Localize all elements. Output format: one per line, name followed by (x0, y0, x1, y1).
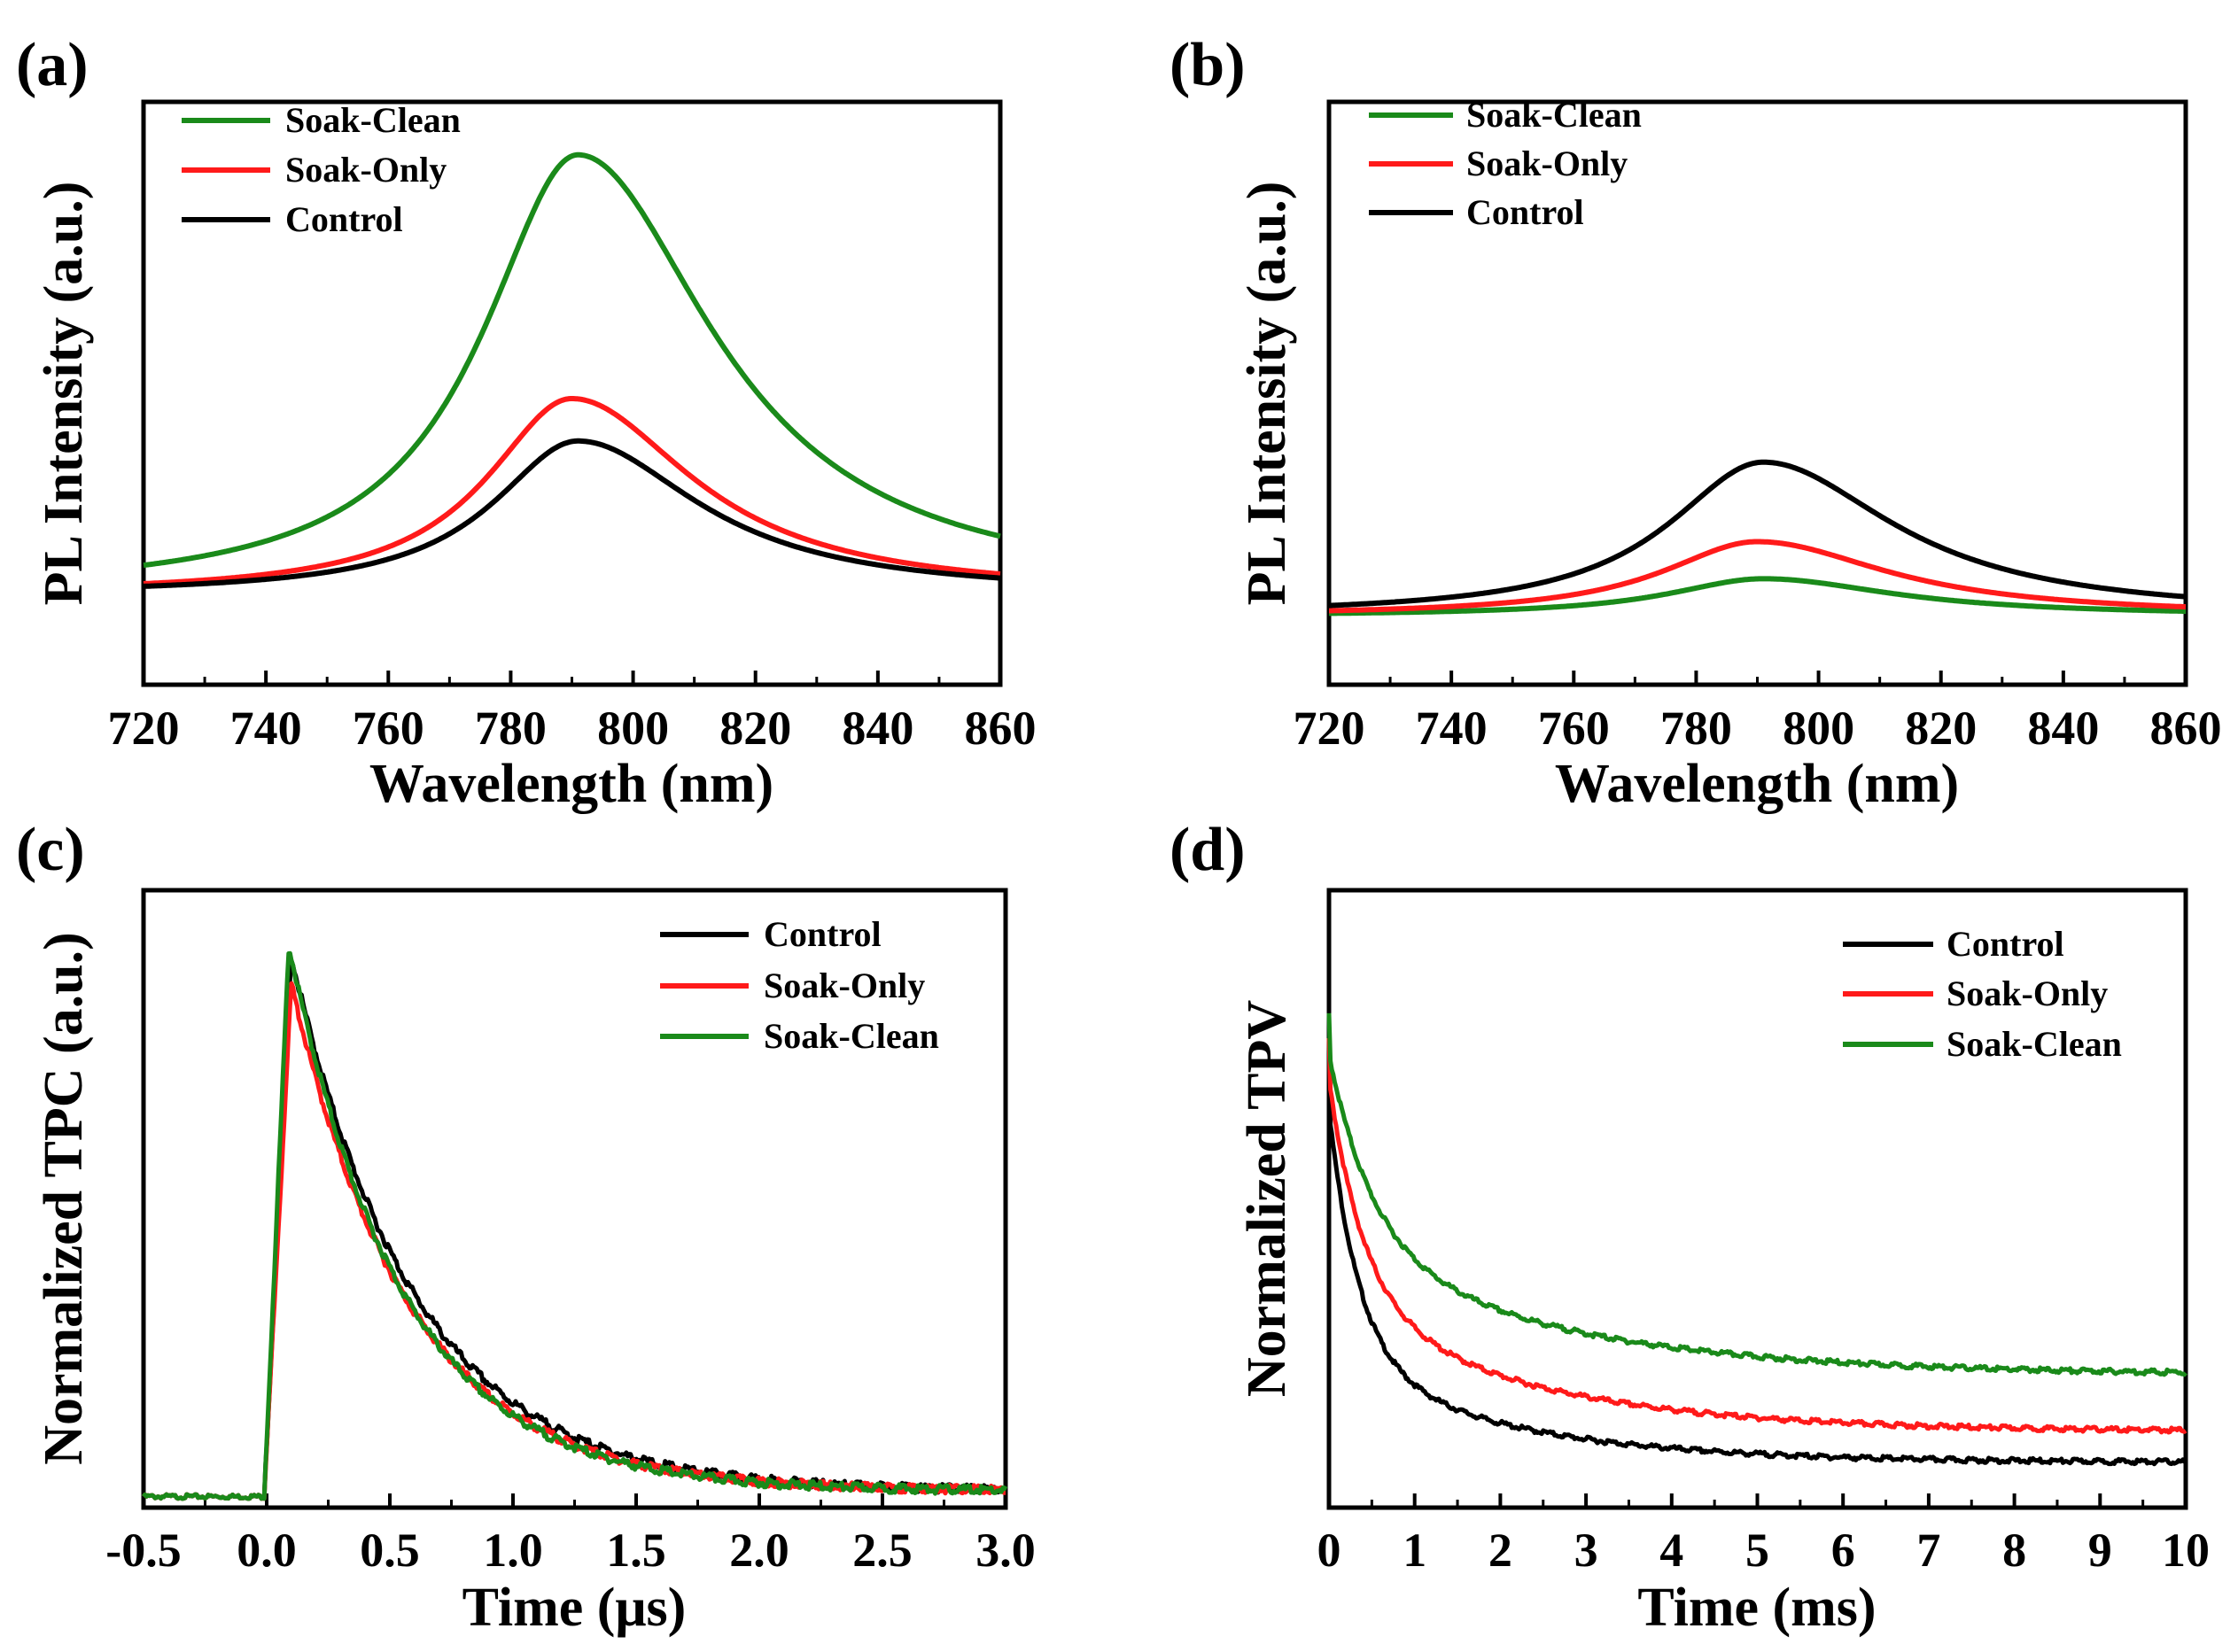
series-line-soak-only (141, 981, 1006, 1501)
x-tick-label: 2.5 (852, 1524, 913, 1577)
x-axis-title-c: Time (μs) (462, 1578, 687, 1638)
x-ticks-d: 0 1 2 3 4 5 6 7 8 9 10 (1317, 1493, 2210, 1577)
legend-label-soak-clean-a: Soak-Clean (285, 100, 461, 140)
x-tick-label: 720 (1294, 702, 1365, 755)
x-tick-label: 800 (597, 702, 669, 755)
series-lines-d (1326, 1012, 2187, 1467)
x-tick-label: 10 (2162, 1524, 2210, 1577)
panel-d: (d) 0 1 2 3 4 5 6 7 8 9 10 Time (ms) Normalized TP… (1170, 816, 2210, 1638)
x-tick-label: 2 (1488, 1524, 1512, 1577)
series-line-soak-clean (141, 950, 1008, 1501)
legend-a: Soak-Clean Soak-Only Control (182, 100, 461, 239)
legend-label-soak-only-c: Soak-Only (764, 966, 925, 1005)
x-tick-label: 1.0 (483, 1524, 543, 1577)
legend-label-soak-only-b: Soak-Only (1466, 143, 1628, 183)
x-ticks-c: -0.5 0.0 0.5 1.0 1.5 2.0 2.5 3.0 (105, 1493, 1036, 1577)
x-tick-label: 8 (2002, 1524, 2026, 1577)
y-axis-title-b: PL Intensity (a.u.) (1237, 182, 1297, 606)
x-tick-label: 820 (719, 702, 791, 755)
series-line-soak-clean (1326, 1012, 2187, 1377)
legend-b: Soak-Clean Soak-Only Control (1369, 95, 1642, 232)
x-tick-label: 740 (230, 702, 302, 755)
x-ticks-a: 720 740 760 780 800 820 840 860 (108, 671, 1037, 755)
series-line-soak-clean (142, 151, 1002, 569)
panel-b: (b) 720 740 760 780 800 820 840 860 Wavelength … (1170, 31, 2222, 814)
x-tick-label: 800 (1783, 702, 1854, 755)
series-line-control (1326, 1028, 2187, 1467)
series-line-soak-clean (1327, 576, 2187, 617)
x-tick-label: 0.0 (237, 1524, 297, 1577)
x-tick-label: 0.5 (360, 1524, 420, 1577)
legend-label-soak-clean-b: Soak-Clean (1466, 95, 1642, 135)
x-tick-label: 840 (2027, 702, 2099, 755)
legend-label-control-d: Control (1947, 924, 2064, 964)
series-lines-b (1327, 459, 2187, 617)
series-line-soak-only (1326, 1037, 2187, 1435)
legend-label-control-a: Control (285, 199, 403, 239)
panel-label-a: (a) (16, 31, 89, 99)
legend-c: Control Soak-Only Soak-Clean (660, 914, 939, 1056)
x-axis-title-b: Wavelength (nm) (1555, 754, 1959, 814)
x-tick-label: 820 (1905, 702, 1977, 755)
series-line-control (1327, 459, 2187, 609)
legend-label-control-b: Control (1466, 192, 1584, 232)
x-axis-title-d: Time (ms) (1637, 1578, 1876, 1638)
x-axis-title-a: Wavelength (nm) (369, 754, 773, 814)
y-axis-title-d: Normalized TPV (1237, 1000, 1297, 1398)
x-tick-label: 3 (1574, 1524, 1598, 1577)
x-tick-label: 5 (1745, 1524, 1769, 1577)
x-tick-label: 0 (1317, 1524, 1341, 1577)
panel-label-d: (d) (1170, 816, 1246, 884)
x-tick-label: 860 (2150, 702, 2222, 755)
x-tick-label: -0.5 (105, 1524, 181, 1577)
series-line-control (142, 438, 1002, 589)
x-tick-label: 4 (1659, 1524, 1683, 1577)
panel-c: (c) -0.5 0.0 0.5 1.0 1.5 2.0 2.5 3.0 Time (μs) … (16, 816, 1036, 1638)
x-tick-label: 780 (475, 702, 547, 755)
y-axis-title-a: PL Intensity (a.u.) (34, 182, 94, 606)
panel-label-b: (b) (1170, 31, 1246, 99)
legend-label-soak-only-d: Soak-Only (1947, 973, 2108, 1013)
legend-label-control-c: Control (764, 914, 882, 954)
x-tick-label: 720 (108, 702, 180, 755)
x-tick-label: 3.0 (975, 1524, 1036, 1577)
x-tick-label: 760 (1538, 702, 1610, 755)
x-tick-label: 740 (1416, 702, 1488, 755)
legend-label-soak-clean-d: Soak-Clean (1947, 1024, 2122, 1064)
series-lines-c (141, 950, 1008, 1501)
legend-d: Control Soak-Only Soak-Clean (1843, 924, 2122, 1064)
legend-label-soak-only-a: Soak-Only (285, 150, 447, 190)
series-line-soak-only (142, 396, 1002, 586)
x-tick-label: 760 (353, 702, 424, 755)
panel-label-c: (c) (16, 816, 85, 884)
series-line-soak-only (1327, 539, 2187, 614)
series-lines-a (142, 151, 1002, 589)
x-tick-label: 860 (965, 702, 1037, 755)
x-tick-label: 7 (1916, 1524, 1940, 1577)
y-axis-title-c: Normalized TPC (a.u.) (34, 932, 94, 1465)
panel-a: (a) 720 740 760 780 800 820 840 860 Wavelength … (16, 31, 1037, 814)
x-tick-label: 6 (1831, 1524, 1855, 1577)
x-tick-label: 1.5 (606, 1524, 666, 1577)
legend-label-soak-clean-c: Soak-Clean (764, 1016, 939, 1056)
x-tick-label: 2.0 (729, 1524, 789, 1577)
x-ticks-b: 720 740 760 780 800 820 840 860 (1294, 671, 2222, 755)
x-tick-label: 1 (1403, 1524, 1426, 1577)
x-tick-label: 780 (1660, 702, 1732, 755)
x-tick-label: 9 (2088, 1524, 2112, 1577)
x-tick-label: 840 (842, 702, 913, 755)
plot-frame-a (141, 99, 1003, 687)
